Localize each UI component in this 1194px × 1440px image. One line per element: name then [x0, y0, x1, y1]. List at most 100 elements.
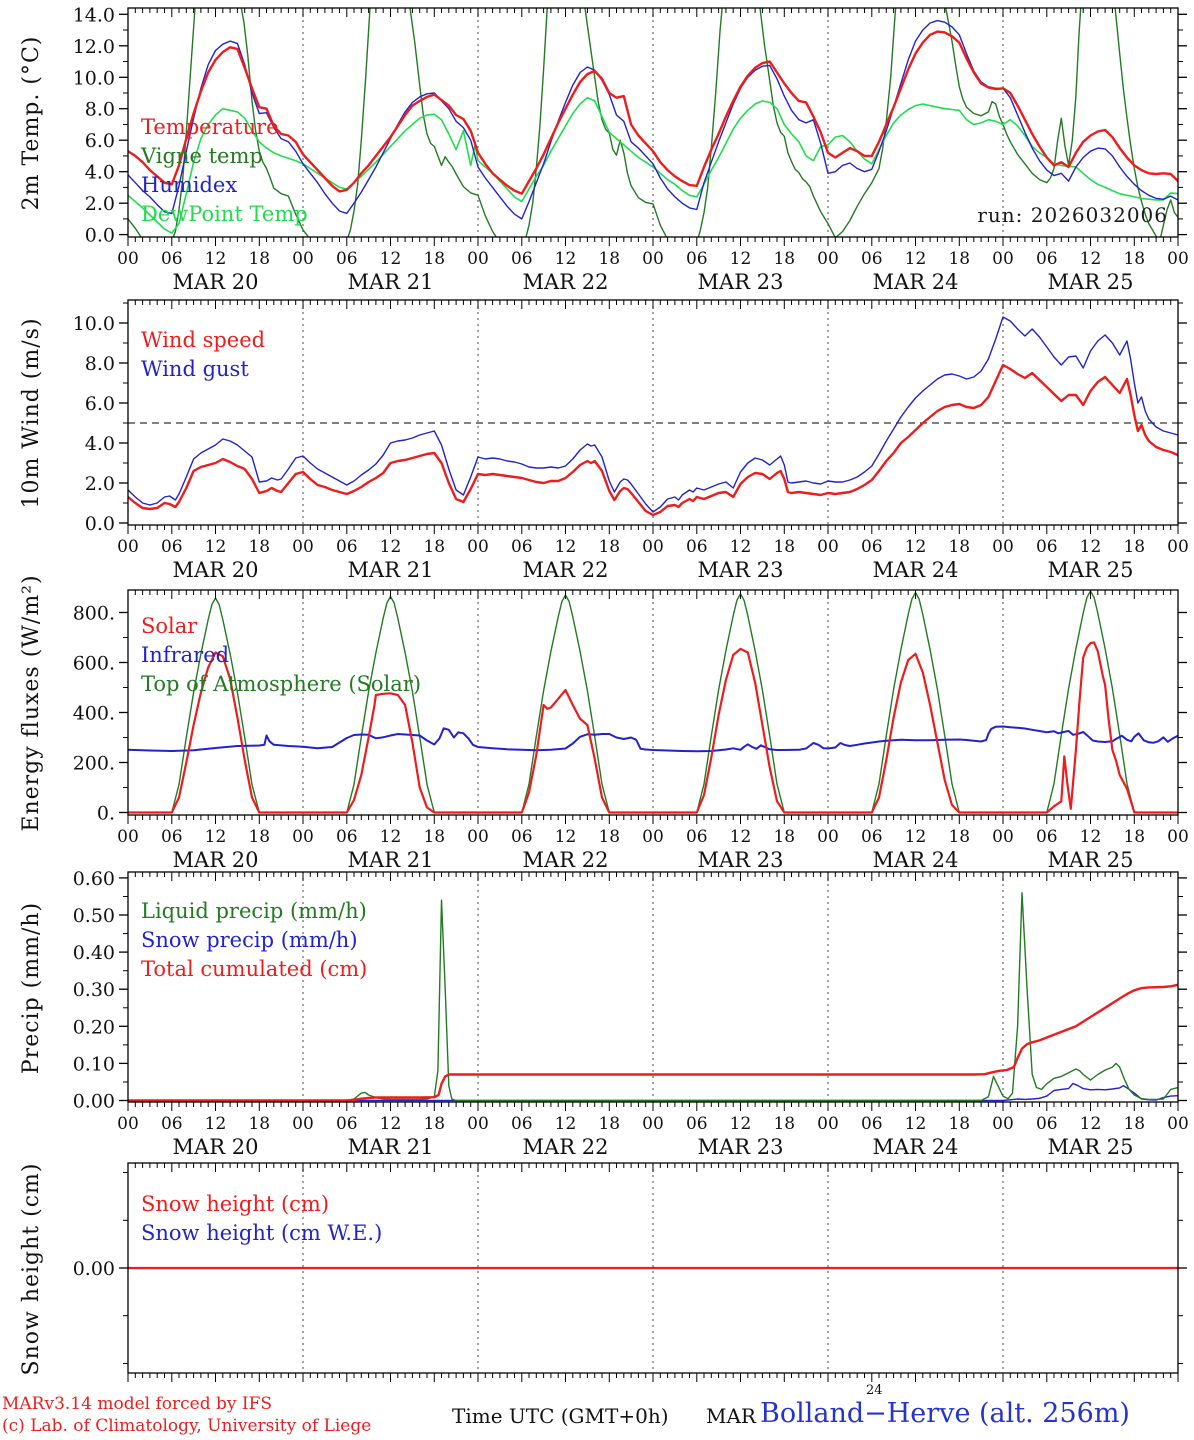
- legend-item-infrared: Infrared: [141, 643, 230, 667]
- legend-item-snow-height-we: Snow height (cm W.E.): [141, 1221, 383, 1245]
- svg-text:MAR 23: MAR 23: [698, 848, 784, 872]
- svg-text:06: 06: [161, 537, 183, 557]
- svg-text:MAR 22: MAR 22: [523, 1135, 609, 1159]
- svg-text:12: 12: [205, 827, 227, 847]
- svg-text:00: 00: [467, 249, 489, 269]
- svg-text:MAR 24: MAR 24: [873, 848, 959, 872]
- legend-item-liquid-precip: Liquid precip (mm/h): [141, 899, 367, 923]
- svg-text:18: 18: [248, 537, 270, 557]
- svg-text:00: 00: [1167, 249, 1189, 269]
- svg-text:MAR 25: MAR 25: [1048, 558, 1134, 582]
- svg-text:MAR 20: MAR 20: [173, 270, 259, 294]
- svg-text:MAR 24: MAR 24: [873, 558, 959, 582]
- svg-text:12: 12: [555, 249, 577, 269]
- svg-text:18: 18: [598, 1114, 620, 1134]
- svg-text:18: 18: [773, 827, 795, 847]
- svg-text:MAR 23: MAR 23: [698, 558, 784, 582]
- legend-item-vigne-temp: Vigne temp: [141, 144, 263, 168]
- svg-text:12: 12: [905, 249, 927, 269]
- footer-model-name: MAR: [706, 1404, 756, 1428]
- svg-text:0.20: 0.20: [73, 1016, 115, 1038]
- svg-text:MAR 23: MAR 23: [698, 270, 784, 294]
- svg-text:18: 18: [948, 827, 970, 847]
- svg-text:12: 12: [905, 1114, 927, 1134]
- svg-text:06: 06: [1036, 827, 1058, 847]
- legend-item-wind-speed: Wind speed: [141, 328, 266, 352]
- svg-text:12: 12: [205, 537, 227, 557]
- svg-text:0.00: 0.00: [73, 1091, 115, 1113]
- svg-text:18: 18: [598, 537, 620, 557]
- svg-text:MAR 20: MAR 20: [173, 1135, 259, 1159]
- svg-text:18: 18: [423, 1114, 445, 1134]
- footer-station-name: Bolland−Herve (alt. 256m): [760, 1398, 1130, 1429]
- legend-item-total-cumulated: Total cumulated (cm): [141, 957, 368, 981]
- svg-text:4.0: 4.0: [85, 162, 115, 184]
- svg-text:06: 06: [1036, 249, 1058, 269]
- svg-text:06: 06: [686, 1114, 708, 1134]
- svg-text:12: 12: [380, 827, 402, 847]
- legend-item-wind-gust: Wind gust: [141, 357, 249, 381]
- svg-text:00: 00: [642, 537, 664, 557]
- svg-text:18: 18: [948, 537, 970, 557]
- svg-text:0.40: 0.40: [73, 942, 115, 964]
- svg-text:00: 00: [467, 537, 489, 557]
- svg-text:MAR 22: MAR 22: [523, 270, 609, 294]
- svg-text:06: 06: [861, 537, 883, 557]
- svg-text:MAR 25: MAR 25: [1048, 848, 1134, 872]
- svg-text:0.30: 0.30: [73, 979, 115, 1001]
- svg-text:0.0: 0.0: [85, 513, 115, 535]
- svg-text:8.0: 8.0: [85, 99, 115, 121]
- svg-text:06: 06: [1036, 1114, 1058, 1134]
- svg-text:00: 00: [817, 827, 839, 847]
- svg-text:12: 12: [730, 537, 752, 557]
- svg-text:8.0: 8.0: [85, 353, 115, 375]
- svg-text:00: 00: [642, 249, 664, 269]
- svg-text:18: 18: [598, 249, 620, 269]
- footer-model-superscript: 24: [866, 1383, 883, 1398]
- run-id-label: run: 2026032006: [977, 203, 1168, 227]
- legend-precip-panel: Liquid precip (mm/h) Snow precip (mm/h) …: [141, 897, 367, 984]
- svg-text:00: 00: [292, 827, 314, 847]
- svg-text:00: 00: [992, 249, 1014, 269]
- svg-text:06: 06: [861, 1114, 883, 1134]
- svg-text:00: 00: [642, 827, 664, 847]
- svg-text:12: 12: [555, 1114, 577, 1134]
- svg-text:MAR 22: MAR 22: [523, 848, 609, 872]
- svg-text:18: 18: [423, 537, 445, 557]
- legend-item-snow-precip: Snow precip (mm/h): [141, 928, 358, 952]
- svg-text:12: 12: [905, 827, 927, 847]
- svg-text:MAR 22: MAR 22: [523, 558, 609, 582]
- svg-text:6.0: 6.0: [85, 393, 115, 415]
- svg-text:06: 06: [861, 249, 883, 269]
- svg-text:0.50: 0.50: [73, 905, 115, 927]
- svg-text:12.0: 12.0: [73, 36, 115, 58]
- svg-text:MAR 21: MAR 21: [348, 1135, 434, 1159]
- svg-text:12: 12: [555, 827, 577, 847]
- svg-text:10.0: 10.0: [73, 67, 115, 89]
- svg-text:00: 00: [817, 1114, 839, 1134]
- svg-text:MAR 24: MAR 24: [873, 270, 959, 294]
- svg-text:12: 12: [380, 1114, 402, 1134]
- svg-text:06: 06: [161, 827, 183, 847]
- svg-text:0.0: 0.0: [85, 225, 115, 247]
- svg-text:06: 06: [511, 537, 533, 557]
- svg-text:18: 18: [598, 827, 620, 847]
- svg-text:00: 00: [117, 249, 139, 269]
- svg-text:MAR 21: MAR 21: [348, 270, 434, 294]
- svg-text:10.0: 10.0: [73, 313, 115, 335]
- svg-text:12: 12: [1080, 827, 1102, 847]
- svg-text:00: 00: [817, 537, 839, 557]
- svg-text:MAR 24: MAR 24: [873, 1135, 959, 1159]
- legend-item-snow-height: Snow height (cm): [141, 1192, 330, 1216]
- svg-text:18: 18: [248, 1114, 270, 1134]
- svg-text:12: 12: [380, 537, 402, 557]
- svg-text:MAR 20: MAR 20: [173, 848, 259, 872]
- svg-text:MAR 25: MAR 25: [1048, 1135, 1134, 1159]
- legend-snow-panel: Snow height (cm) Snow height (cm W.E.): [141, 1190, 382, 1248]
- svg-text:00: 00: [292, 1114, 314, 1134]
- svg-text:06: 06: [1036, 537, 1058, 557]
- y-axis-title-snow: Snow height (cm): [19, 1162, 44, 1376]
- svg-text:00: 00: [292, 249, 314, 269]
- svg-text:06: 06: [336, 249, 358, 269]
